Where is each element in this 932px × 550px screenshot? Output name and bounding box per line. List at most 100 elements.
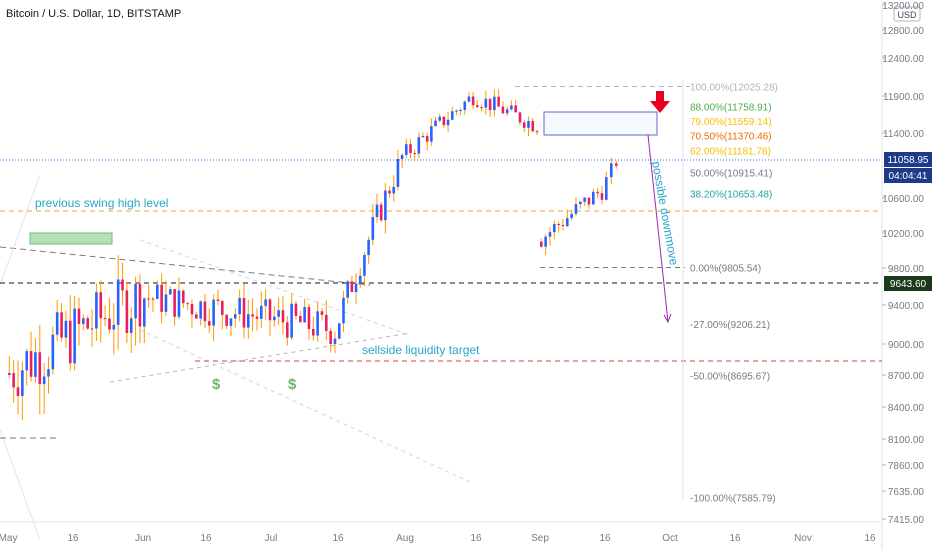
candle-down — [12, 372, 15, 388]
candle-down — [540, 241, 543, 247]
candle-up — [430, 126, 433, 142]
time-tick-label: Sep — [531, 533, 549, 544]
chart-title: Bitcoin / U.S. Dollar, 1D, BITSTAMP — [6, 8, 181, 20]
time-tick-label: 16 — [470, 533, 482, 544]
candle-up — [358, 275, 362, 284]
candle-up — [169, 289, 172, 295]
candle-up — [8, 372, 11, 375]
candle-down — [350, 281, 354, 292]
candle-down — [221, 301, 224, 315]
candle-down — [108, 318, 111, 330]
candle-up — [367, 239, 370, 255]
candle-down — [320, 311, 324, 315]
candle-down — [251, 314, 254, 317]
candle-down — [325, 314, 328, 331]
price-tick-label: 11400.00 — [883, 129, 924, 140]
candle-up — [112, 324, 116, 330]
time-tick-label: 16 — [67, 533, 79, 544]
candle-up — [434, 120, 437, 127]
lower-trendline — [109, 332, 411, 383]
candle-up — [574, 204, 578, 214]
time-tick-label: Nov — [794, 533, 812, 544]
candle-down — [307, 307, 311, 329]
candle-down — [99, 292, 103, 319]
candle-down — [442, 116, 446, 126]
candle-up — [566, 218, 569, 227]
candle-down — [103, 318, 107, 320]
candle-down — [388, 190, 391, 194]
candle-down — [294, 303, 298, 316]
candle-up — [459, 109, 462, 111]
candle-up — [605, 177, 608, 200]
candle-up — [55, 312, 59, 335]
candle-up — [548, 232, 552, 237]
price-tick-label: 9400.00 — [888, 301, 925, 312]
candle-down — [281, 310, 285, 323]
candle-up — [333, 338, 337, 344]
candle-down — [242, 298, 246, 328]
candle-up — [438, 116, 442, 121]
candle-down — [160, 284, 163, 312]
fib-level-label: 50.00%(10915.41) — [690, 168, 772, 179]
candle-up — [143, 298, 146, 327]
candle-up — [21, 370, 24, 396]
candle-up — [354, 283, 358, 292]
candle-up — [42, 376, 46, 385]
price-tick-label: 10600.00 — [882, 194, 924, 205]
candle-up — [610, 163, 613, 178]
candle-down — [138, 283, 142, 327]
candle-up — [384, 190, 387, 221]
price-tick-label: 9000.00 — [888, 340, 925, 351]
price-tick-label: 12800.00 — [882, 26, 924, 37]
candle-down — [68, 320, 72, 364]
candle-down — [268, 299, 272, 321]
candle-down — [29, 351, 33, 377]
currency-badge[interactable] — [893, 6, 921, 22]
candle-down — [86, 318, 89, 329]
candle-down — [425, 136, 429, 142]
currency-badge-label: USD — [897, 10, 917, 20]
candle-up — [527, 121, 530, 128]
sellside-label: sellside liquidity target — [362, 343, 480, 357]
left-diagonal-up — [0, 174, 41, 286]
candle-up — [73, 308, 76, 364]
down-arrow-icon — [650, 91, 670, 113]
fibonacci-retracement[interactable]: 100.00%(12025.28) 88.00%(11758.91) 79.00%(… — [515, 80, 778, 504]
candle-down — [587, 197, 591, 205]
candle-up — [467, 96, 471, 102]
candle-up — [371, 217, 375, 240]
candle-up — [338, 323, 341, 339]
time-axis[interactable]: May 16 Jun 16 Jul 16 Aug 16 Sep 16 Oct 16 Nov 16 — [0, 533, 876, 544]
candle-up — [544, 236, 547, 247]
fib-level-label: -27.00%(9206.21) — [690, 320, 770, 331]
price-tick-label: 8700.00 — [888, 371, 925, 382]
candle-down — [480, 107, 483, 109]
fib-level-label: 70.50%(11370.46) — [690, 131, 772, 142]
downmove-arrow — [647, 134, 669, 323]
order-block-box — [543, 111, 658, 136]
candle-down — [596, 191, 599, 194]
candle-down — [190, 304, 194, 315]
candle-up — [264, 299, 267, 306]
candle-down — [60, 312, 63, 338]
candle-down — [195, 314, 198, 319]
candle-down — [312, 328, 315, 336]
price-axis[interactable]: 13200.00 12800.00 12400.00 11900.00 11400.00… — [882, 1, 924, 526]
fib-level-label: 38.20%(10653.48) — [690, 190, 772, 201]
candle-down — [38, 352, 42, 385]
candle-down — [255, 316, 259, 319]
candlestick-series[interactable] — [8, 88, 618, 421]
level-tag — [884, 276, 932, 291]
candle-down — [182, 290, 185, 304]
candle-up — [90, 328, 94, 330]
candle-down — [208, 321, 211, 326]
candle-up — [375, 204, 379, 218]
candle-up — [277, 310, 280, 317]
candle-up — [64, 320, 68, 338]
candle-up — [238, 298, 241, 315]
candle-down — [471, 96, 475, 106]
candle-up — [25, 351, 29, 371]
time-tick-label: 16 — [864, 533, 876, 544]
